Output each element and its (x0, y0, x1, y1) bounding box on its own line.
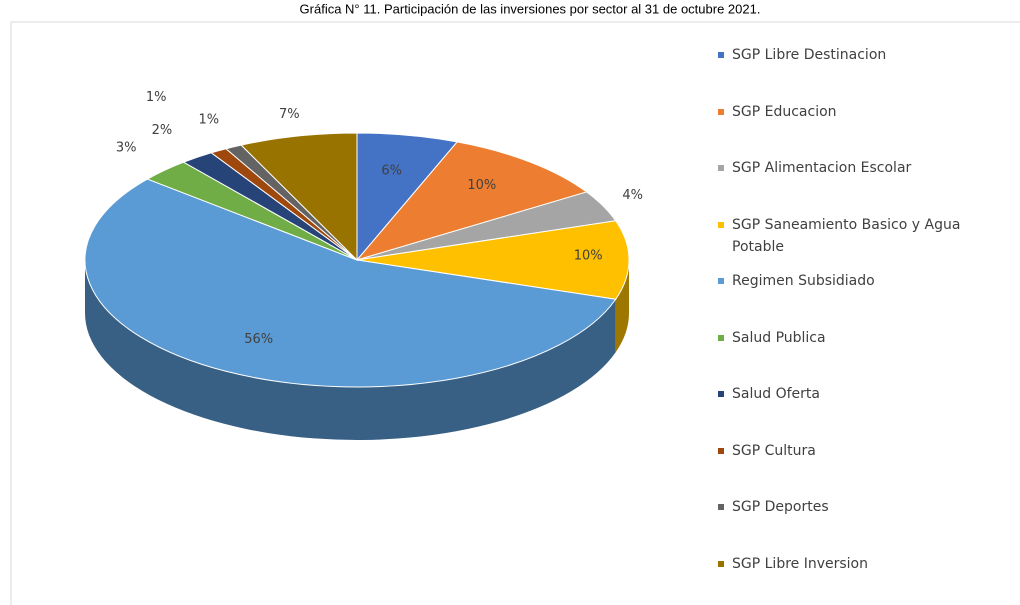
slice (356, 220, 630, 300)
slice-side (85, 260, 616, 440)
legend-item: Salud Publica (716, 327, 1016, 384)
legend-label: SGP Libre Inversion (732, 555, 868, 572)
slice (84, 178, 617, 388)
slice-side (615, 260, 629, 353)
legend-swatch (718, 221, 724, 228)
legend-label: Salud Oferta (732, 386, 820, 402)
legend-item: SGP Libre Destinacion (716, 44, 1016, 101)
legend-swatch (718, 108, 724, 115)
data-label: 1% (146, 90, 167, 105)
data-label: 2% (152, 123, 173, 138)
legend-swatch (718, 334, 724, 341)
data-label: 10% (467, 178, 496, 193)
legend-label: Salud Publica (732, 329, 826, 346)
legend-label: SGP Educacion (732, 103, 837, 120)
legend-item: Regimen Subsidiado (716, 270, 1016, 327)
data-label: 56% (244, 332, 273, 347)
legend-item: Salud Oferta (716, 383, 1016, 440)
legend-label: SGP Saneamiento Basico y Agua Potable (732, 216, 961, 255)
legend-swatch (718, 447, 724, 454)
legend-item: SGP Cultura (716, 440, 1016, 497)
legend-item: SGP Libre Inversion (716, 553, 1016, 605)
slice (240, 132, 358, 262)
data-label: 7% (279, 107, 300, 122)
data-label: 10% (574, 249, 603, 264)
data-label: 1% (199, 113, 220, 128)
legend-item: SGP Alimentacion Escolar (716, 157, 1016, 214)
data-label: 3% (116, 141, 137, 156)
legend-item: SGP Saneamiento Basico y Agua Potable (716, 214, 1016, 271)
chart-title: Gráfica N° 11. Participación de las inve… (300, 1, 761, 16)
legend-label: SGP Alimentacion Escolar (732, 160, 912, 176)
legend-swatch (718, 391, 724, 397)
legend-swatch (718, 165, 724, 171)
legend-item: SGP Deportes (716, 496, 1016, 553)
legend-label: SGP Cultura (732, 442, 816, 459)
legend-swatch (718, 504, 724, 510)
chart-border (10, 21, 1020, 605)
legend: SGP Libre Destinacion SGP Educacion SGP Al… (716, 44, 1016, 605)
legend-label: SGP Libre Destinacion (732, 47, 887, 63)
legend-label: SGP Deportes (732, 499, 829, 515)
slice (355, 141, 588, 261)
legend-swatch (718, 52, 724, 58)
data-label: 6% (381, 164, 402, 179)
legend-swatch (718, 278, 724, 284)
data-label: 4% (622, 188, 643, 203)
legend-swatch (718, 560, 724, 567)
legend-label: Regimen Subsidiado (732, 273, 875, 289)
legend-item: SGP Educacion (716, 101, 1016, 158)
